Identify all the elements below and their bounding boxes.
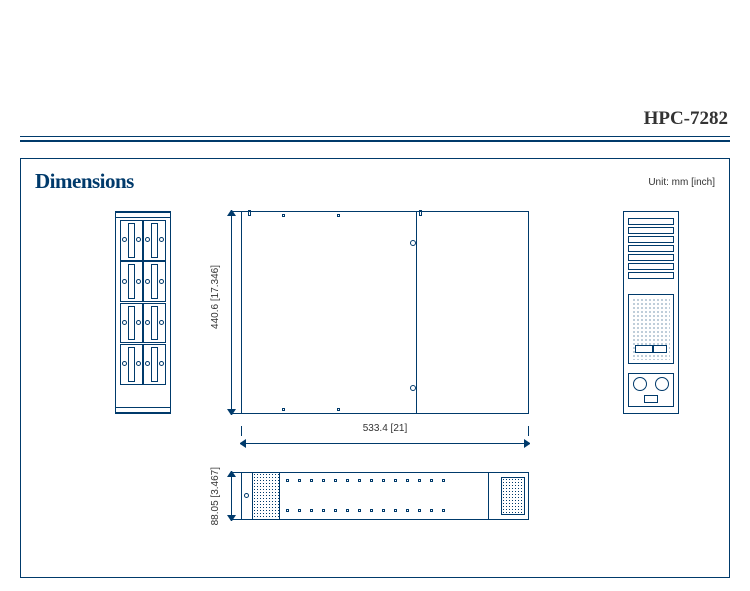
header-rule-thin: [20, 136, 730, 137]
model-number: HPC-7282: [644, 108, 728, 130]
unit-label: Unit: mm [inch]: [648, 177, 715, 188]
section-title: Dimensions: [35, 169, 134, 194]
depth-dimension-label: 440.6 [17.346]: [210, 265, 221, 329]
page-root: HPC-7282 Dimensions Unit: mm [inch]: [0, 0, 750, 591]
side-view: [241, 472, 529, 520]
width-dimension-label: 533.4 [21]: [241, 423, 529, 434]
top-view: [241, 211, 529, 414]
front-view: [115, 211, 171, 414]
header-rule-thick: [20, 140, 730, 142]
rear-view: [623, 211, 679, 414]
dimensions-panel: Dimensions Unit: mm [inch] 440.6: [20, 158, 730, 578]
height-dimension-line: [224, 472, 238, 520]
depth-dimension-line: [224, 211, 238, 414]
height-dimension-label: 88.05 [3.467]: [210, 467, 221, 525]
width-dimension-line: [241, 436, 529, 450]
